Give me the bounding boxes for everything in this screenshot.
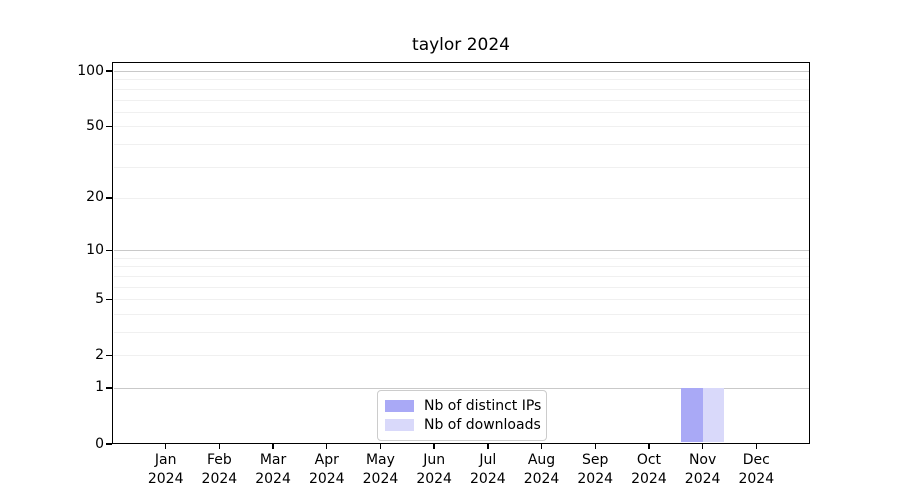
gridline-minor [113,99,809,101]
x-tick-label: Aug 2024 [510,451,574,489]
gridline-major [113,387,809,389]
y-tick-label: 100 [77,62,104,79]
bar-downloads [702,387,725,443]
x-tick-label: Jan 2024 [134,451,198,489]
x-tick-mark [164,444,167,449]
x-tick-mark [487,444,489,449]
gridline-minor [113,126,809,128]
x-tick-mark [379,444,382,449]
x-tick-mark [648,444,650,449]
gridline-minor [113,111,809,113]
x-tick-month: Mar [259,452,287,468]
y-tick-mark [106,125,112,127]
y-tick-label: 2 [95,346,104,363]
gridline-minor [113,331,809,333]
x-tick-label: Dec 2024 [724,451,788,489]
x-tick-year: 2024 [470,471,506,487]
x-tick-mark [433,444,435,449]
gridline-minor [113,166,809,168]
legend-entry-distinct-ips: Nb of distinct IPs [385,396,541,415]
x-tick-year: 2024 [523,471,560,487]
x-tick-label: Feb 2024 [187,451,251,489]
legend-entry-downloads: Nb of downloads [385,415,541,434]
gridline-minor [113,299,809,301]
x-tick-year: 2024 [147,471,184,487]
x-tick-year: 2024 [362,471,399,487]
x-tick-month: Dec [742,452,770,468]
gridline-minor [113,275,809,277]
x-tick-label: Nov 2024 [671,451,735,489]
y-tick-label: 5 [95,290,104,307]
y-tick-label: 50 [86,117,104,134]
y-tick-mark [106,298,112,300]
x-tick-mark [218,444,221,449]
x-tick-year: 2024 [308,471,345,487]
gridline-minor [113,313,809,315]
gridline-minor [113,355,809,357]
legend-label-downloads: Nb of downloads [424,416,541,433]
x-tick-label: Jun 2024 [402,451,466,489]
y-tick-mark [106,197,112,199]
x-tick-label: Mar 2024 [241,451,305,489]
x-tick-mark [594,444,596,449]
y-tick-label: 0 [95,435,104,452]
x-tick-label: Oct 2024 [617,451,681,489]
gridline-minor [113,143,809,145]
x-tick-month: Aug [527,452,556,468]
legend-swatch-downloads [385,418,414,431]
chart-title: taylor 2024 [412,35,510,55]
x-tick-month: Nov [688,452,717,468]
y-tick-mark [106,387,112,389]
gridline-major [113,71,809,73]
x-tick-label: Apr 2024 [295,451,359,489]
legend-label-distinct-ips: Nb of distinct IPs [424,397,542,414]
x-tick-year: 2024 [201,471,238,487]
y-tick-label: 20 [86,189,104,206]
x-tick-year: 2024 [577,471,614,487]
legend: Nb of distinct IPs Nb of downloads [377,390,547,441]
gridline-minor [113,88,809,90]
x-tick-mark [272,444,274,449]
y-tick-mark [106,70,112,72]
x-tick-month: Feb [206,452,232,468]
y-tick-mark [106,354,112,356]
x-tick-year: 2024 [684,471,721,487]
gridline-major [113,250,809,252]
plot-area [112,62,810,444]
x-tick-year: 2024 [631,471,667,487]
y-tick-label: 1 [95,379,104,396]
y-tick-mark [106,249,112,251]
x-tick-label: May 2024 [348,451,412,489]
y-tick-label: 10 [86,241,104,258]
x-tick-month: Jan [154,452,177,468]
gridline-minor [113,79,809,81]
x-tick-year: 2024 [255,471,291,487]
gridline-minor [113,286,809,288]
x-tick-month: Sep [582,452,609,468]
x-tick-mark [701,444,704,449]
legend-swatch-distinct-ips [385,399,414,412]
x-tick-month: Oct [636,452,662,468]
x-tick-month: Jul [479,452,497,468]
x-tick-month: May [365,452,395,468]
x-tick-month: Apr [314,452,339,468]
x-tick-mark [755,444,757,449]
x-tick-mark [540,444,543,449]
x-tick-mark [326,444,328,449]
gridline-minor [113,266,809,268]
gridline-minor [113,257,809,259]
x-tick-year: 2024 [738,471,775,487]
y-tick-mark [106,443,112,445]
x-tick-year: 2024 [416,471,452,487]
bar-distinct-ips [681,387,703,443]
gridline-minor [113,197,809,199]
x-tick-label: Jul 2024 [456,451,520,489]
x-tick-month: Jun [423,452,446,468]
x-tick-label: Sep 2024 [563,451,627,489]
